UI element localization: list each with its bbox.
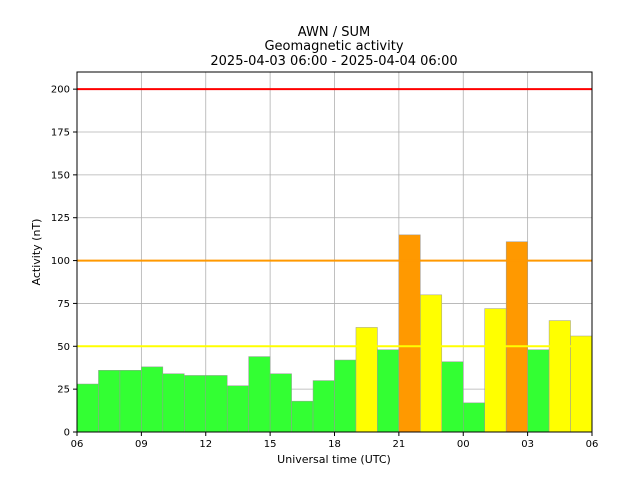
x-tick-label: 09 <box>135 439 148 450</box>
bar <box>76 383 99 433</box>
x-axis-ticks: 06 09 12 15 18 21 00 03 06 <box>71 432 599 450</box>
y-tick-label: 75 <box>57 299 70 310</box>
bar <box>98 370 121 433</box>
chart-title-line-2: Geomagnetic activity <box>264 39 403 54</box>
x-tick-label: 15 <box>264 439 277 450</box>
x-tick-label: 03 <box>521 439 534 450</box>
bar <box>312 380 335 433</box>
y-tick-label: 150 <box>51 170 70 181</box>
bar <box>398 234 421 433</box>
x-axis-label: Universal time (UTC) <box>277 453 391 466</box>
y-tick-label: 100 <box>51 256 70 267</box>
bar <box>505 241 528 433</box>
bar <box>548 320 571 433</box>
bar <box>269 373 292 433</box>
bar <box>141 366 164 433</box>
bar <box>205 375 228 433</box>
bar <box>570 335 593 433</box>
x-tick-label: 21 <box>393 439 406 450</box>
y-tick-label: 125 <box>51 213 70 224</box>
x-tick-label: 06 <box>71 439 84 450</box>
x-tick-label: 00 <box>457 439 470 450</box>
y-tick-label: 175 <box>51 128 70 139</box>
bar <box>226 385 249 433</box>
threshold-lines <box>77 88 592 348</box>
x-tick-label: 18 <box>328 439 341 450</box>
bar <box>119 370 142 433</box>
bar <box>527 349 550 433</box>
bar <box>184 375 207 433</box>
bar <box>248 356 271 433</box>
bar <box>377 349 400 433</box>
chart-title-line-3: 2025-04-03 06:00 - 2025-04-04 06:00 <box>210 54 457 69</box>
chart-title-line-1: AWN / SUM <box>298 25 370 40</box>
x-tick-label: 06 <box>586 439 599 450</box>
bar <box>334 359 357 433</box>
y-axis-ticks: 0 25 50 75 100 125 150 175 200 <box>51 85 77 439</box>
y-tick-label: 0 <box>64 428 70 439</box>
bar <box>291 400 314 433</box>
y-tick-label: 25 <box>57 385 70 396</box>
x-tick-label: 12 <box>199 439 212 450</box>
bar <box>420 294 443 433</box>
y-tick-label: 200 <box>51 85 70 96</box>
bar <box>355 327 378 433</box>
y-tick-label: 50 <box>57 342 70 353</box>
bar <box>463 402 485 433</box>
y-axis-label: Activity (nT) <box>30 219 43 286</box>
bar <box>484 308 507 433</box>
bar <box>441 361 464 433</box>
bar <box>162 373 185 433</box>
